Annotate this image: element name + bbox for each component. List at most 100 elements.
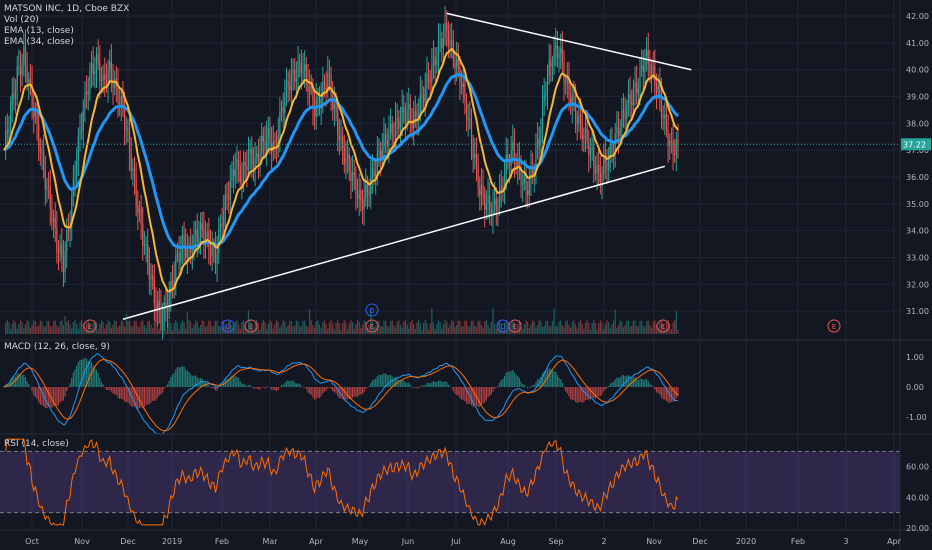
macd-histogram-bar	[120, 387, 122, 399]
macd-histogram-bar	[518, 378, 521, 387]
price-tick-label: 32.00	[906, 280, 929, 289]
candle-body	[71, 196, 73, 226]
macd-histogram-bar	[523, 384, 525, 387]
price-pane[interactable]	[0, 6, 900, 341]
candle-body	[365, 184, 367, 199]
macd-histogram-bar	[168, 380, 170, 387]
volume-bar	[305, 325, 307, 334]
macd-histogram-bar	[39, 387, 41, 405]
macd-histogram-bar	[601, 387, 603, 395]
volume-bar	[137, 325, 139, 334]
volume-bar	[193, 324, 195, 334]
volume-bar	[576, 328, 578, 334]
volume-bar	[427, 329, 430, 334]
candle-body	[460, 83, 463, 87]
volume-bar	[505, 320, 507, 334]
event-marker-circle	[244, 319, 258, 333]
candle-body	[469, 118, 471, 122]
candle-body	[163, 302, 165, 319]
candle-body	[421, 93, 423, 95]
macd-histogram-bar	[588, 387, 590, 401]
macd-histogram-bar	[269, 387, 271, 388]
candle-body	[239, 165, 241, 183]
candle-body	[632, 88, 634, 106]
volume-bar	[368, 324, 370, 334]
macd-pane[interactable]	[3, 353, 679, 435]
volume-bar	[574, 324, 577, 334]
macd-histogram-bar	[100, 381, 103, 387]
candle-body	[19, 66, 22, 75]
volume-bar	[180, 323, 182, 334]
macd-histogram-bar	[570, 387, 572, 400]
macd-histogram-bar	[579, 387, 582, 402]
volume-bar	[381, 326, 383, 334]
macd-histogram-bar	[665, 387, 668, 401]
event-markers[interactable]: E D E EDD E E E	[83, 303, 841, 333]
macd-histogram-bar	[183, 366, 185, 387]
candle-body	[87, 92, 89, 95]
volume-bar	[158, 328, 160, 334]
macd-histogram-bar	[555, 372, 557, 387]
macd-histogram-bar	[333, 387, 335, 393]
volume-bar	[313, 327, 316, 334]
time-tick-label: 2020	[736, 537, 756, 546]
volume-bar	[195, 320, 197, 334]
volume-bar	[422, 322, 425, 334]
macd-histogram-bar	[447, 384, 449, 387]
macd-histogram-bar	[257, 387, 260, 390]
candle-body	[669, 141, 671, 147]
rsi-pane[interactable]	[0, 438, 900, 527]
candle-body	[431, 64, 433, 83]
volume-bar	[145, 327, 147, 334]
macd-histogram-bar	[218, 387, 220, 388]
volume-bar	[456, 325, 458, 334]
volume-bar	[538, 320, 540, 334]
volume-bar	[654, 320, 656, 334]
volume-bar	[277, 321, 279, 334]
macd-histogram-bar	[157, 387, 159, 398]
macd-histogram-bar	[104, 387, 106, 388]
candle-body	[457, 58, 459, 66]
candle-body	[583, 135, 585, 139]
volume-bar	[19, 320, 22, 334]
volume-bar	[513, 322, 516, 334]
candle-body	[626, 106, 628, 120]
volume-bar	[307, 326, 309, 334]
candle-body	[325, 85, 327, 90]
volume-bar	[583, 329, 585, 334]
volume-bar	[494, 323, 496, 334]
volume-bar	[332, 323, 334, 334]
time-tick-label: Oct	[25, 537, 39, 546]
candle-body	[5, 130, 7, 151]
macd-histogram-bar	[191, 375, 193, 387]
macd-histogram-bar	[470, 387, 473, 406]
volume-bar	[497, 322, 499, 334]
candle-body	[436, 59, 438, 66]
candle-body	[307, 79, 309, 93]
volume-bar	[114, 320, 116, 334]
candle-body	[451, 39, 453, 42]
macd-histogram-bar	[560, 379, 562, 387]
macd-histogram-bar	[228, 378, 230, 387]
candle-body	[14, 89, 17, 100]
candle-body	[456, 58, 458, 69]
macd-histogram-bar	[107, 387, 109, 391]
candle-body	[100, 79, 103, 82]
volume-bar	[26, 320, 28, 334]
candle-body	[302, 70, 304, 74]
event-marker-circle	[656, 319, 670, 333]
candle-body	[10, 105, 12, 129]
candle-body	[21, 62, 23, 75]
macd-histogram-bar	[576, 387, 578, 404]
candle-body	[674, 153, 676, 155]
macd-histogram-bar	[287, 380, 289, 387]
volume-bar	[150, 324, 152, 334]
volume-bar	[540, 321, 542, 334]
volume-bar	[274, 324, 276, 334]
ema34-line	[3, 72, 680, 250]
candle-body	[31, 82, 33, 107]
macd-histogram-bar	[153, 387, 155, 401]
volume-bar	[484, 321, 486, 334]
candle-body	[155, 303, 157, 312]
